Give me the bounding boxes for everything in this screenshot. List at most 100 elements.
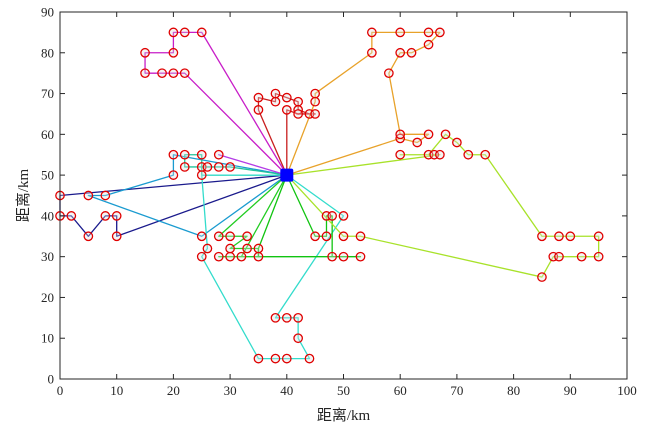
customer-point	[327, 251, 338, 262]
customer-point	[480, 149, 491, 160]
x-tick-label: 0	[57, 383, 64, 398]
x-tick-label: 80	[507, 383, 520, 398]
customer-point	[225, 243, 235, 254]
route-2-line	[87, 154, 288, 237]
customer-point	[293, 333, 303, 344]
customer-point	[384, 68, 394, 79]
x-tick-label: 90	[564, 383, 577, 398]
customer-point	[355, 251, 366, 262]
y-tick-label: 30	[41, 249, 54, 264]
customer-point	[270, 88, 281, 99]
customer-point	[423, 39, 434, 50]
customer-point	[310, 231, 320, 242]
y-tick-label: 0	[48, 372, 55, 387]
customer-point	[435, 27, 445, 38]
x-tick-label: 30	[224, 383, 237, 398]
y-tick-label: 50	[41, 168, 54, 183]
y-axis-label: 距离/km	[15, 169, 32, 223]
depot-point	[280, 168, 294, 182]
customer-point	[179, 27, 190, 38]
customer-point	[140, 47, 150, 58]
customer-point	[304, 353, 315, 364]
customer-point	[100, 211, 111, 221]
customer-point	[310, 88, 320, 99]
customer-point	[395, 129, 406, 140]
customer-point	[225, 231, 235, 242]
customer-point	[412, 137, 423, 148]
customer-point	[321, 231, 332, 242]
x-tick-label: 100	[617, 383, 637, 398]
customer-point	[196, 251, 207, 262]
customer-point	[338, 251, 349, 262]
customer-point	[452, 137, 462, 148]
customer-point	[395, 149, 406, 160]
customer-point	[537, 231, 547, 242]
customer-point	[242, 231, 252, 242]
customer-point	[576, 251, 587, 262]
customer-markers-layer	[55, 27, 604, 364]
customer-point	[327, 211, 338, 221]
customer-point	[179, 162, 190, 172]
customer-point	[554, 251, 564, 262]
customer-point	[168, 149, 179, 160]
customer-point	[157, 68, 167, 79]
customer-point	[111, 211, 122, 221]
customer-point	[293, 96, 303, 107]
customer-point	[537, 272, 547, 282]
customer-point	[213, 162, 224, 172]
x-tick-label: 40	[280, 383, 293, 398]
route-4-line	[201, 174, 345, 360]
x-tick-label: 20	[167, 383, 180, 398]
customer-point	[202, 243, 213, 254]
customer-point	[213, 149, 224, 160]
customer-point	[270, 96, 281, 107]
axes-layer: 0 10 20 30 40 50 60 70 80 90 100 0 10 20 30 40 50 60 70 80 9…	[41, 5, 637, 399]
x-axis-label: 距离/km	[317, 407, 371, 424]
y-tick-label: 90	[41, 5, 54, 20]
customer-point	[395, 47, 406, 58]
x-tick-label: 60	[394, 383, 407, 398]
customer-point	[168, 170, 179, 180]
depot-layer	[280, 168, 294, 182]
x-tick-label: 10	[110, 383, 123, 398]
y-tick-label: 70	[41, 86, 54, 101]
customer-point	[435, 149, 445, 160]
customer-point	[338, 211, 349, 221]
y-tick-label: 20	[41, 290, 54, 305]
customer-point	[83, 231, 94, 242]
customer-point	[593, 251, 604, 262]
customer-point	[281, 353, 292, 364]
customer-point	[242, 243, 252, 254]
customer-point	[310, 109, 320, 119]
route-11-line	[218, 154, 287, 176]
customer-point	[213, 231, 224, 242]
y-tick-label: 40	[41, 208, 54, 223]
customer-point	[225, 251, 235, 262]
customer-point	[293, 312, 303, 323]
customer-point	[179, 68, 190, 79]
customer-point	[179, 149, 190, 160]
customer-point	[236, 251, 247, 262]
customer-point	[293, 109, 303, 119]
customer-point	[168, 68, 179, 79]
customer-point	[196, 170, 207, 180]
customer-point	[253, 243, 264, 254]
customer-point	[423, 129, 434, 140]
customer-point	[140, 68, 150, 79]
customer-point	[440, 129, 451, 140]
customer-point	[83, 190, 94, 201]
customer-point	[310, 96, 320, 107]
x-tick-label: 70	[450, 383, 463, 398]
customer-point	[355, 231, 366, 242]
customer-point	[338, 231, 349, 242]
customer-point	[270, 312, 281, 323]
customer-point	[270, 353, 281, 364]
customer-point	[253, 251, 264, 262]
customer-point	[281, 92, 292, 103]
customer-point	[423, 27, 434, 38]
customer-point	[196, 231, 207, 242]
customer-point	[196, 27, 207, 38]
customer-point	[196, 149, 207, 160]
customer-point	[111, 231, 122, 242]
customer-point	[66, 211, 77, 221]
